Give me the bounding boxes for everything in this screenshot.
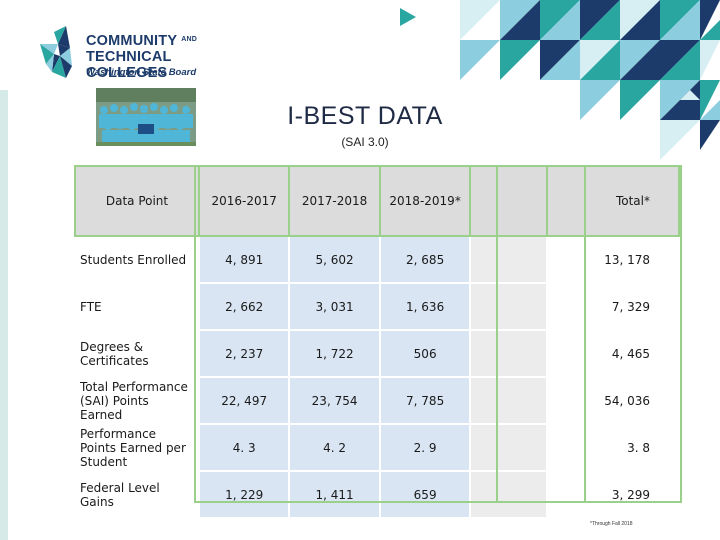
table-cell: 4, 891 xyxy=(197,235,291,284)
table-cell: 4, 465 xyxy=(545,329,681,378)
header-cell xyxy=(469,165,548,237)
table-cell xyxy=(469,282,548,331)
triangle-pattern-decoration xyxy=(400,0,720,160)
table-cell: 22, 497 xyxy=(197,376,291,425)
table-cell: 7, 785 xyxy=(378,376,472,425)
table-vline xyxy=(584,165,586,501)
row-label: FTE xyxy=(74,282,200,331)
header-cell: 2018-2019* xyxy=(378,165,472,237)
table-cell: 2. 9 xyxy=(378,423,472,472)
table-cell: 3. 8 xyxy=(545,423,681,472)
header-cell: Data Point xyxy=(74,165,200,237)
table-cell: 2, 237 xyxy=(197,329,291,378)
table-row: FTE 2, 662 3, 031 1, 636 7, 329 xyxy=(74,282,681,331)
row-label: Performance Points Earned per Student xyxy=(74,423,200,472)
sbctc-logo: COMMUNITY AND TECHNICAL COLLEGES Washing… xyxy=(36,24,256,84)
table-cell: 4. 2 xyxy=(288,423,381,472)
table-cell: 2, 662 xyxy=(197,282,291,331)
table-cell xyxy=(469,235,548,284)
footnote: *Through Fall 2018 xyxy=(590,521,633,527)
table-cell: 659 xyxy=(378,470,472,519)
table-cell: 4. 3 xyxy=(197,423,291,472)
table-cell: 1, 229 xyxy=(197,470,291,519)
row-label: Degrees & Certificates xyxy=(74,329,200,378)
table-cell: 1, 411 xyxy=(288,470,381,519)
table-cell: 13, 178 xyxy=(545,235,681,284)
logo-line-1: COMMUNITY AND xyxy=(86,33,197,49)
table-cell: 7, 329 xyxy=(545,282,681,331)
table-cell: 54, 036 xyxy=(545,376,681,425)
table-vline xyxy=(496,165,498,501)
star-logo-icon xyxy=(40,26,72,78)
logo-line-2: TECHNICAL COLLEGES xyxy=(86,49,172,81)
table-cell xyxy=(469,329,548,378)
page-title: I-BEST DATA xyxy=(287,102,443,130)
table-cell: 3, 299 xyxy=(545,470,681,519)
table-row: Degrees & Certificates 2, 237 1, 722 506… xyxy=(74,329,681,378)
header-cell: Total* xyxy=(545,165,681,237)
table-header-row: Data Point 2016-2017 2017-2018 2018-2019… xyxy=(74,165,681,237)
table-cell: 1, 722 xyxy=(288,329,381,378)
header-cell: 2016-2017 xyxy=(197,165,291,237)
logo-subtitle: Washington State Board xyxy=(86,67,197,78)
table-row: Total Performance (SAI) Points Earned 22… xyxy=(74,376,681,425)
table-cell xyxy=(469,470,548,519)
table-cell: 506 xyxy=(378,329,472,378)
left-accent-bar xyxy=(0,90,8,540)
table-vline xyxy=(194,165,196,501)
ibest-data-table: Data Point 2016-2017 2017-2018 2018-2019… xyxy=(74,165,681,519)
group-photo xyxy=(96,88,196,146)
data-table-wrapper: Data Point 2016-2017 2017-2018 2018-2019… xyxy=(74,165,681,519)
table-cell xyxy=(469,376,548,425)
table-row: Students Enrolled 4, 891 5, 602 2, 685 1… xyxy=(74,235,681,284)
table-cell: 1, 636 xyxy=(378,282,472,331)
header-cell: 2017-2018 xyxy=(288,165,381,237)
row-label: Total Performance (SAI) Points Earned xyxy=(74,376,200,425)
table-cell: 2, 685 xyxy=(378,235,472,284)
page-subtitle: (SAI 3.0) xyxy=(341,135,389,149)
table-row: Federal Level Gains 1, 229 1, 411 659 3,… xyxy=(74,470,681,519)
table-cell xyxy=(469,423,548,472)
table-cell: 3, 031 xyxy=(288,282,381,331)
table-row: Performance Points Earned per Student 4.… xyxy=(74,423,681,472)
table-cell: 5, 602 xyxy=(288,235,381,284)
table-cell: 23, 754 xyxy=(288,376,381,425)
row-label: Federal Level Gains xyxy=(74,470,200,519)
row-label: Students Enrolled xyxy=(74,235,200,284)
